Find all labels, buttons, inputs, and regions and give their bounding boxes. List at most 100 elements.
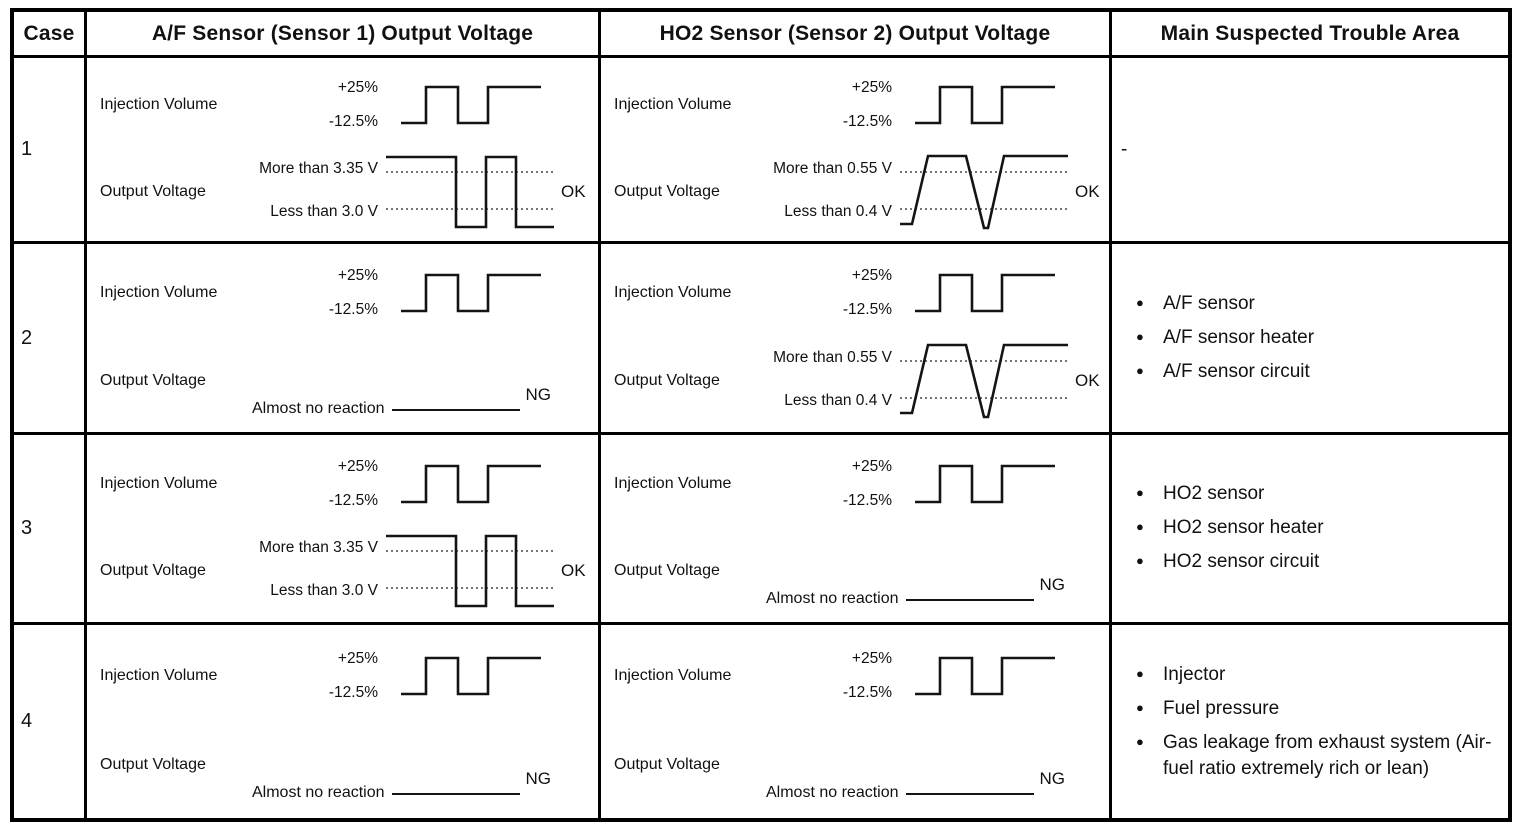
flat-line-icon — [391, 409, 520, 411]
threshold-labels: More than 3.35 V Less than 3.0 V — [252, 148, 378, 236]
trouble-item-text: Injector — [1163, 663, 1226, 685]
output-voltage-label: Output Voltage — [100, 756, 206, 774]
trouble-cell-case2: A/F sensor A/F sensor heater A/F sensor … — [1112, 244, 1508, 435]
no-reaction-label: Almost no reaction — [252, 400, 385, 417]
trouble-item: Fuel pressure — [1136, 696, 1500, 723]
injection-volume-label: Injection Volume — [614, 666, 732, 684]
no-reaction-label: Almost no reaction — [766, 590, 899, 608]
threshold-low-label: Less than 0.4 V — [784, 202, 892, 220]
trouble-cell-case4: Injector Fuel pressure Gas leakage from … — [1112, 625, 1508, 818]
trouble-dash: - — [1121, 138, 1128, 160]
trouble-item-text: Fuel pressure — [1163, 697, 1280, 719]
trouble-item-text: A/F sensor — [1163, 292, 1255, 314]
trouble-cell-case3: HO2 sensor HO2 sensor heater HO2 sensor … — [1112, 435, 1508, 625]
trouble-item-text: HO2 sensor — [1163, 483, 1265, 504]
trouble-item-text: HO2 sensor heater — [1163, 517, 1324, 538]
verdict-label: NG — [525, 385, 552, 404]
output-voltage-group: Output Voltage Almost no reaction NG — [614, 722, 1105, 808]
case-number-2: 2 — [14, 244, 87, 435]
threshold-high-label: More than 0.55 V — [773, 349, 892, 366]
injection-volume-group: Injection Volume +25% -12.5% — [100, 62, 594, 148]
case-number-3: 3 — [14, 435, 87, 625]
verdict-label: OK — [1075, 371, 1100, 390]
flat-line-icon — [391, 793, 520, 796]
injection-waveform-icon — [915, 656, 1055, 695]
injection-volume-label: Injection Volume — [614, 474, 732, 492]
injection-high-label: +25% — [337, 457, 378, 475]
injection-volume-group: Injection Volume +25% -12.5% — [614, 441, 1105, 527]
bullet-icon — [1136, 481, 1163, 508]
output-voltage-group: Output Voltage More than 3.35 V Less tha… — [100, 149, 594, 235]
injection-waveform-icon — [915, 273, 1055, 313]
injection-volume-label: Injection Volume — [614, 96, 732, 114]
output-voltage-group: Output Voltage Almost no reaction NG — [100, 338, 594, 424]
flat-line-icon — [905, 599, 1034, 602]
threshold-high-label: More than 3.35 V — [259, 159, 378, 177]
diagnostic-table: Case A/F Sensor (Sensor 1) Output Voltag… — [10, 8, 1512, 822]
output-voltage-group: Output Voltage More than 0.55 V Less tha… — [614, 149, 1105, 235]
no-reaction-row: Almost no reaction NG — [252, 338, 551, 424]
threshold-low-label: Less than 3.0 V — [270, 202, 378, 220]
injection-volume-label: Injection Volume — [100, 284, 218, 301]
output-waveform-icon — [900, 154, 1068, 229]
injection-waveform-icon — [915, 464, 1055, 503]
af-sensor-cell-case1: Injection Volume +25% -12.5% Output Volt… — [87, 58, 601, 244]
threshold-high-label: More than 0.55 V — [773, 159, 892, 177]
injection-waveform-icon — [401, 86, 541, 125]
ho2-sensor-cell-case2: Injection Volume +25% -12.5% Output Volt… — [601, 244, 1112, 435]
output-voltage-label: Output Voltage — [614, 372, 720, 389]
bullet-icon — [1136, 730, 1163, 757]
trouble-item-text: A/F sensor circuit — [1163, 360, 1310, 382]
trouble-item: Gas leakage from exhaust system (Air-fue… — [1136, 730, 1500, 782]
verdict-label: NG — [525, 769, 552, 789]
output-voltage-group: Output Voltage Almost no reaction NG — [614, 528, 1105, 614]
injection-waveform-icon — [915, 86, 1055, 125]
trouble-item: Injector — [1136, 662, 1500, 689]
output-waveform-icon — [386, 155, 554, 228]
injection-low-label: -12.5% — [328, 113, 378, 131]
ho2-sensor-cell-case3: Injection Volume +25% -12.5% Output Volt… — [601, 435, 1112, 625]
injection-low-label: -12.5% — [842, 683, 892, 701]
threshold-labels: More than 0.55 V Less than 0.4 V — [766, 148, 892, 236]
no-reaction-row: Almost no reaction NG — [766, 528, 1065, 614]
case-number-1: 1 — [14, 58, 87, 244]
verdict-label: OK — [561, 561, 586, 581]
injection-low-label: -12.5% — [842, 491, 892, 509]
output-voltage-label: Output Voltage — [614, 562, 720, 580]
injection-levels: +25% -12.5% — [252, 267, 378, 319]
injection-levels: +25% -12.5% — [766, 458, 892, 510]
injection-low-label: -12.5% — [842, 113, 892, 131]
no-reaction-label: Almost no reaction — [766, 784, 899, 802]
injection-volume-group: Injection Volume +25% -12.5% — [614, 62, 1105, 148]
af-sensor-cell-case2: Injection Volume +25% -12.5% Output Volt… — [87, 244, 601, 435]
header-trouble-area: Main Suspected Trouble Area — [1112, 12, 1508, 58]
output-voltage-label: Output Voltage — [100, 562, 206, 580]
output-voltage-label: Output Voltage — [614, 756, 720, 774]
flat-line-icon — [905, 793, 1034, 796]
injection-waveform-icon — [401, 273, 541, 313]
injection-volume-label: Injection Volume — [100, 666, 218, 684]
trouble-item-text: Gas leakage from exhaust system (Air-fue… — [1163, 731, 1492, 779]
injection-volume-label: Injection Volume — [100, 96, 218, 114]
verdict-label: OK — [1075, 181, 1100, 201]
threshold-high-label: More than 3.35 V — [259, 539, 378, 557]
threshold-low-label: Less than 3.0 V — [270, 582, 378, 600]
bullet-icon — [1136, 325, 1163, 352]
ho2-sensor-cell-case4: Injection Volume +25% -12.5% Output Volt… — [601, 625, 1112, 818]
injection-levels: +25% -12.5% — [252, 79, 378, 131]
bullet-icon — [1136, 662, 1163, 689]
trouble-item: HO2 sensor — [1136, 481, 1500, 508]
injection-volume-group: Injection Volume +25% -12.5% — [614, 250, 1105, 336]
output-voltage-label: Output Voltage — [100, 372, 206, 389]
no-reaction-row: Almost no reaction NG — [766, 722, 1065, 808]
injection-volume-group: Injection Volume +25% -12.5% — [100, 441, 594, 527]
output-voltage-group: Output Voltage More than 0.55 V Less tha… — [614, 338, 1105, 424]
injection-volume-label: Injection Volume — [100, 474, 218, 492]
header-af-sensor: A/F Sensor (Sensor 1) Output Voltage — [87, 12, 601, 58]
injection-low-label: -12.5% — [842, 301, 892, 318]
verdict-label: NG — [1039, 769, 1066, 789]
bullet-icon — [1136, 291, 1163, 318]
bullet-icon — [1136, 515, 1163, 542]
injection-low-label: -12.5% — [328, 491, 378, 509]
bullet-icon — [1136, 359, 1163, 386]
